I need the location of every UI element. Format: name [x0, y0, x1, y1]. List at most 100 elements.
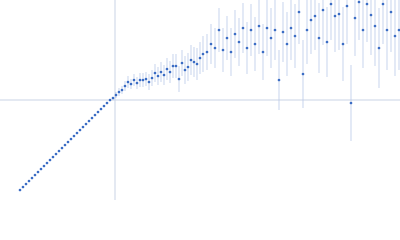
point: [393, 34, 397, 38]
point: [36, 170, 40, 174]
point: [249, 28, 253, 32]
point: [273, 28, 277, 32]
point: [325, 40, 329, 44]
point: [126, 80, 130, 84]
point: [144, 77, 148, 81]
point: [45, 161, 49, 165]
point: [369, 13, 373, 17]
point: [21, 185, 25, 189]
point: [66, 140, 70, 144]
point: [337, 12, 341, 16]
point: [135, 81, 139, 85]
point: [57, 149, 61, 153]
point: [99, 107, 103, 111]
point: [229, 50, 233, 54]
point: [353, 16, 357, 20]
point: [265, 26, 269, 30]
point: [221, 48, 225, 52]
point: [361, 28, 365, 32]
point: [341, 42, 345, 46]
point: [93, 113, 97, 117]
point: [102, 104, 106, 108]
point: [225, 36, 229, 40]
point: [114, 93, 118, 97]
point: [69, 137, 73, 141]
point: [305, 28, 309, 32]
point: [39, 167, 43, 171]
point: [84, 122, 88, 126]
point: [150, 76, 154, 80]
point: [293, 34, 297, 38]
point: [217, 28, 221, 32]
point: [321, 8, 325, 12]
point: [54, 152, 58, 156]
point: [381, 2, 385, 6]
point: [183, 68, 187, 72]
point: [365, 2, 369, 6]
point: [261, 50, 265, 54]
point: [129, 82, 133, 86]
point: [237, 40, 241, 44]
point: [162, 73, 166, 77]
point: [72, 134, 76, 138]
point: [333, 14, 337, 18]
point: [329, 2, 333, 6]
point: [177, 77, 181, 81]
point: [241, 26, 245, 30]
point: [168, 70, 172, 74]
point: [171, 64, 175, 68]
point: [96, 110, 100, 114]
point: [165, 67, 169, 71]
point: [289, 26, 293, 30]
point: [174, 64, 178, 68]
point: [48, 158, 52, 162]
point: [147, 80, 151, 84]
point: [18, 188, 22, 192]
point: [309, 18, 313, 22]
point: [117, 90, 121, 94]
point: [301, 72, 305, 76]
point: [186, 65, 190, 69]
point: [269, 36, 273, 40]
point: [192, 60, 196, 64]
point: [78, 128, 82, 132]
point: [105, 101, 109, 105]
point: [317, 36, 321, 40]
point: [90, 116, 94, 120]
point: [373, 24, 377, 28]
point: [87, 119, 91, 123]
point: [120, 88, 124, 92]
point: [75, 131, 79, 135]
point: [159, 70, 163, 74]
point: [153, 71, 157, 75]
point: [30, 176, 34, 180]
point: [198, 56, 202, 60]
point: [285, 42, 289, 46]
point: [313, 14, 317, 18]
point: [51, 155, 55, 159]
point: [233, 32, 237, 36]
point: [281, 30, 285, 34]
point: [253, 42, 257, 46]
point: [205, 50, 209, 54]
point: [141, 78, 145, 82]
point: [345, 4, 349, 8]
chart: [0, 0, 400, 200]
page: {"chart_data": {"type": "scatter", "x": …: [0, 0, 400, 200]
point: [213, 46, 217, 50]
point: [357, 0, 361, 4]
point: [195, 62, 199, 66]
point: [277, 78, 281, 82]
point: [123, 84, 127, 88]
point: [245, 46, 249, 50]
point: [385, 28, 389, 32]
point: [81, 125, 85, 129]
point: [108, 98, 112, 102]
point: [60, 146, 64, 150]
point: [209, 42, 213, 46]
point: [257, 24, 261, 28]
point: [389, 10, 393, 14]
point: [201, 52, 205, 56]
point: [138, 78, 142, 82]
point: [27, 179, 31, 183]
